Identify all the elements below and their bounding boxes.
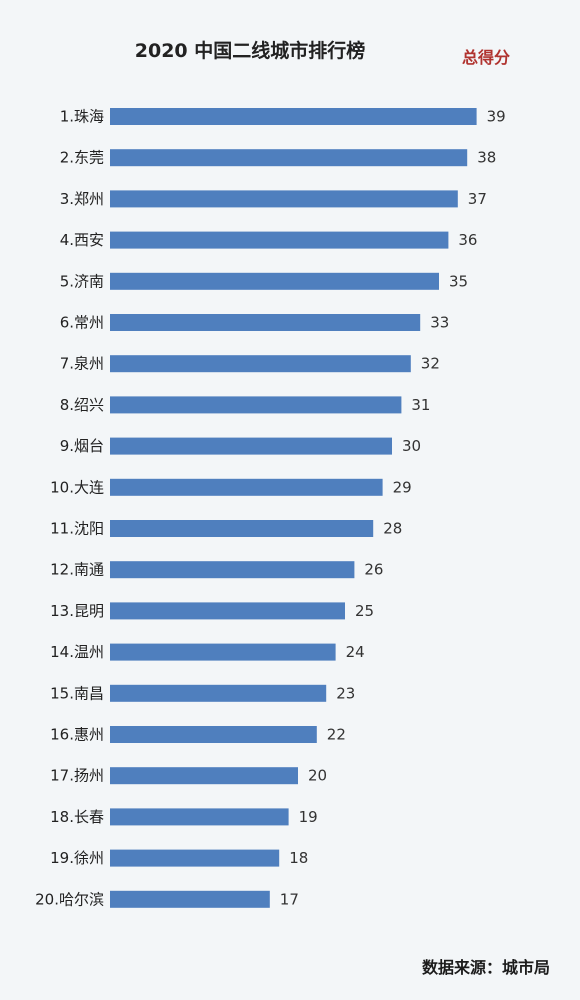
category-label: 3.郑州: [60, 190, 104, 208]
legend-label: 总得分: [461, 48, 510, 67]
data-source: 数据来源：城市局: [421, 958, 550, 977]
value-label: 18: [289, 849, 308, 867]
value-label: 30: [402, 437, 421, 455]
bar: [110, 231, 449, 249]
bar: [110, 726, 317, 743]
bar: [110, 314, 421, 331]
value-label: 25: [355, 602, 374, 620]
value-label: 36: [458, 231, 477, 249]
bar: [110, 396, 402, 414]
bar: [110, 355, 411, 373]
category-label: 8.绍兴: [60, 396, 104, 414]
bar: [110, 478, 383, 496]
value-label: 22: [327, 726, 346, 744]
value-label: 26: [364, 561, 383, 579]
category-label: 5.济南: [60, 272, 104, 290]
bar: [110, 643, 336, 661]
value-label: 28: [383, 520, 402, 538]
category-label: 10.大连: [50, 478, 104, 496]
bar: [110, 890, 270, 908]
category-label: 6.常州: [60, 314, 104, 332]
value-label: 35: [449, 272, 468, 290]
bar: [110, 272, 439, 290]
bar: [110, 602, 345, 620]
value-label: 24: [346, 643, 365, 661]
bar: [110, 767, 298, 785]
category-label: 20.哈尔滨: [35, 890, 104, 908]
bar: [110, 190, 458, 208]
category-label: 17.扬州: [50, 767, 104, 785]
value-label: 31: [411, 396, 430, 414]
category-label: 14.温州: [50, 643, 104, 661]
chart-title: 2020 中国二线城市排行榜: [134, 40, 366, 62]
value-label: 23: [336, 684, 355, 702]
value-label: 39: [487, 108, 506, 126]
category-label: 15.南昌: [50, 684, 104, 702]
category-label: 18.长春: [50, 808, 104, 826]
category-label: 4.西安: [60, 231, 104, 249]
category-label: 19.徐州: [50, 849, 104, 867]
bar: [110, 849, 280, 867]
bar: [110, 561, 355, 579]
value-label: 17: [280, 890, 299, 908]
category-label: 13.昆明: [50, 602, 104, 620]
value-label: 32: [421, 355, 440, 373]
value-label: 38: [477, 149, 496, 167]
bar: [110, 437, 392, 455]
bar: [110, 808, 289, 826]
value-label: 19: [299, 808, 318, 826]
value-label: 29: [393, 478, 412, 496]
category-label: 1.珠海: [60, 108, 104, 126]
category-label: 9.烟台: [60, 437, 104, 455]
value-label: 33: [430, 314, 449, 332]
bar: [110, 684, 327, 702]
category-label: 12.南通: [50, 561, 104, 579]
value-label: 37: [468, 190, 487, 208]
value-label: 20: [308, 767, 327, 785]
category-label: 2.东莞: [60, 149, 104, 167]
category-label: 7.泉州: [60, 355, 104, 373]
bar: [110, 149, 468, 167]
category-label: 11.沈阳: [50, 520, 104, 538]
category-label: 16.惠州: [50, 726, 104, 744]
bar: [110, 108, 477, 125]
bar: [110, 520, 374, 537]
